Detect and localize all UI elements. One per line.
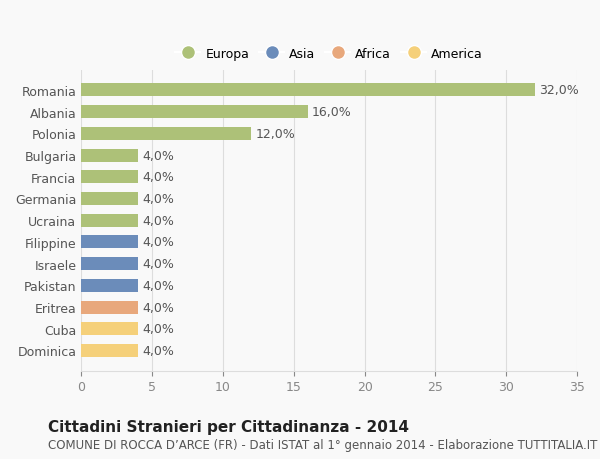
Text: COMUNE DI ROCCA D’ARCE (FR) - Dati ISTAT al 1° gennaio 2014 - Elaborazione TUTTI: COMUNE DI ROCCA D’ARCE (FR) - Dati ISTAT… — [48, 438, 598, 451]
Text: 4,0%: 4,0% — [142, 171, 174, 184]
Bar — [81, 323, 138, 336]
Text: 4,0%: 4,0% — [142, 301, 174, 314]
Bar — [81, 192, 138, 206]
Bar — [81, 149, 138, 162]
Bar — [81, 106, 308, 119]
Text: 32,0%: 32,0% — [539, 84, 578, 97]
Bar — [81, 214, 138, 227]
Text: 4,0%: 4,0% — [142, 149, 174, 162]
Bar — [81, 128, 251, 140]
Bar — [81, 257, 138, 270]
Bar — [81, 301, 138, 314]
Legend: Europa, Asia, Africa, America: Europa, Asia, Africa, America — [172, 44, 487, 64]
Bar — [81, 236, 138, 249]
Text: 4,0%: 4,0% — [142, 279, 174, 292]
Text: 4,0%: 4,0% — [142, 236, 174, 249]
Text: 4,0%: 4,0% — [142, 193, 174, 206]
Bar — [81, 279, 138, 292]
Text: 4,0%: 4,0% — [142, 344, 174, 357]
Text: 12,0%: 12,0% — [256, 128, 295, 140]
Text: Cittadini Stranieri per Cittadinanza - 2014: Cittadini Stranieri per Cittadinanza - 2… — [48, 419, 409, 434]
Bar — [81, 84, 535, 97]
Text: 16,0%: 16,0% — [312, 106, 352, 119]
Text: 4,0%: 4,0% — [142, 323, 174, 336]
Text: 4,0%: 4,0% — [142, 257, 174, 270]
Text: 4,0%: 4,0% — [142, 214, 174, 227]
Bar — [81, 171, 138, 184]
Bar — [81, 344, 138, 357]
